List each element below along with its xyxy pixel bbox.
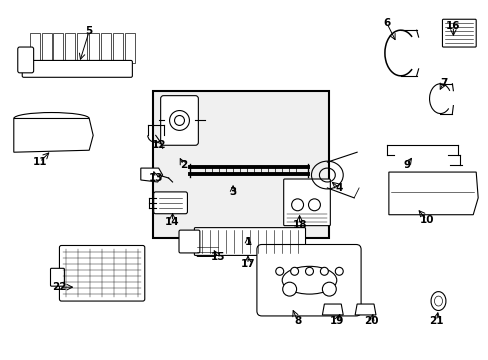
Text: 7: 7 [439,78,446,88]
FancyBboxPatch shape [60,246,144,301]
Text: 15: 15 [210,252,225,262]
Text: 14: 14 [165,217,180,227]
Circle shape [320,267,327,275]
Circle shape [335,267,343,275]
Circle shape [308,199,320,211]
FancyBboxPatch shape [161,96,198,145]
Bar [77,33,87,63]
FancyBboxPatch shape [22,60,132,77]
Polygon shape [354,304,375,315]
Circle shape [305,267,313,275]
Polygon shape [141,168,163,182]
Text: 21: 21 [428,316,443,326]
Text: 6: 6 [383,18,390,28]
Text: 18: 18 [292,220,306,230]
Bar [152,91,328,238]
Circle shape [290,267,298,275]
Polygon shape [388,172,477,215]
Text: 19: 19 [329,316,344,326]
FancyBboxPatch shape [442,19,475,47]
Text: 5: 5 [85,26,93,36]
Ellipse shape [282,266,336,294]
Bar [101,33,111,63]
Bar [53,33,63,63]
Polygon shape [322,304,343,315]
Polygon shape [14,118,93,152]
Circle shape [322,282,336,296]
Circle shape [174,116,184,125]
FancyBboxPatch shape [283,179,330,226]
FancyBboxPatch shape [179,230,200,253]
Text: 4: 4 [335,183,342,193]
Text: 22: 22 [52,282,66,292]
Text: 2: 2 [180,160,187,170]
Circle shape [282,282,296,296]
Text: 12: 12 [151,140,165,150]
Text: 8: 8 [293,316,301,326]
Text: 20: 20 [363,316,378,326]
Text: 13: 13 [148,173,163,183]
Circle shape [169,111,189,130]
FancyBboxPatch shape [194,228,305,255]
Circle shape [275,267,283,275]
Text: 11: 11 [32,157,47,167]
FancyBboxPatch shape [153,192,187,214]
FancyBboxPatch shape [256,244,360,316]
FancyBboxPatch shape [18,47,34,73]
Bar [113,33,122,63]
Bar [65,33,75,63]
Text: 9: 9 [402,160,409,170]
Text: 3: 3 [229,187,236,197]
Circle shape [291,199,303,211]
FancyBboxPatch shape [50,268,64,286]
Text: 17: 17 [240,259,255,269]
Text: 16: 16 [445,21,460,31]
Bar [41,33,51,63]
Text: 1: 1 [244,237,251,247]
Bar [30,33,40,63]
Bar [124,33,135,63]
Text: 10: 10 [419,215,433,225]
Polygon shape [193,242,222,256]
Bar [89,33,99,63]
